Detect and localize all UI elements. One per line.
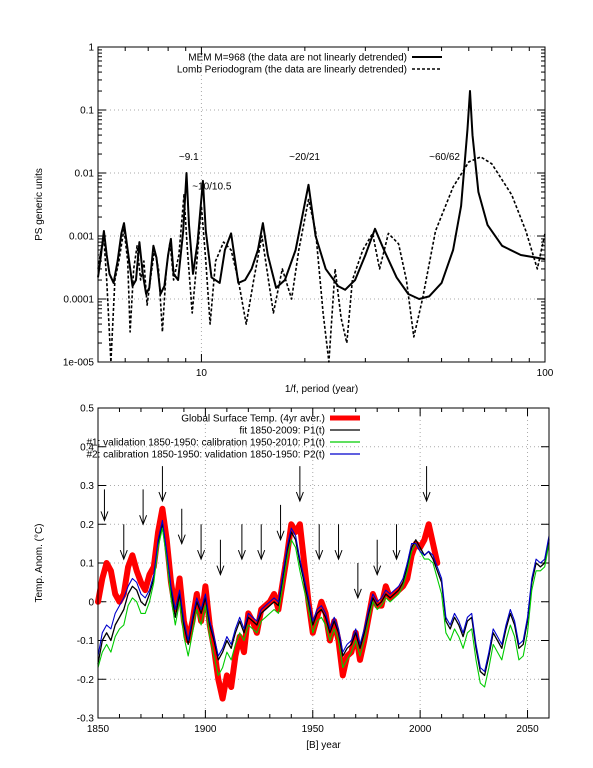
- arrow-head: [315, 549, 324, 561]
- y-tick-label: 0.3: [80, 481, 94, 492]
- annotation-label: ~60/62: [429, 152, 460, 163]
- legend-label: Global Surface Temp. (4yr aver.): [181, 414, 325, 425]
- arrow-head: [177, 534, 186, 546]
- x-tick-label: 2050: [516, 724, 539, 735]
- annotation-label: ~20/21: [289, 152, 320, 163]
- y-tick-label: 0.01: [75, 169, 95, 180]
- arrow-head: [373, 565, 382, 577]
- x-axis-label: [B] year: [306, 740, 341, 751]
- y-tick-label: -0.1: [77, 636, 95, 647]
- legend-label: #2: calibration 1850-1950: validation 18…: [87, 450, 326, 461]
- arrow-head: [353, 588, 362, 600]
- y-tick-label: 0.1: [80, 559, 94, 570]
- arrow-head: [216, 565, 225, 577]
- series-line-lomb: [97, 156, 546, 363]
- plot-frame: [97, 46, 546, 363]
- annotation-label: ~10/10.5: [192, 181, 232, 192]
- y-tick-label: 0.5: [80, 404, 94, 415]
- y-tick-label: 1e-005: [63, 358, 95, 369]
- arrow-head: [334, 549, 343, 561]
- legend-label: #1: validation 1850-1950: calibration 19…: [87, 438, 326, 449]
- x-tick-label: 1950: [302, 724, 325, 735]
- x-tick-label: 1900: [194, 724, 217, 735]
- arrow-head: [392, 549, 401, 561]
- y-tick-label: 1: [88, 43, 94, 54]
- y-tick-label: 0.2: [80, 520, 94, 531]
- arrow-head: [257, 549, 266, 561]
- arrow-head: [139, 515, 148, 526]
- arrow-head: [100, 511, 109, 522]
- arrow-head: [197, 549, 206, 561]
- x-tick-label: 100: [537, 368, 554, 379]
- y-tick-label: 0.1: [80, 106, 94, 117]
- temperature-anomaly-chart: 1850 1900 1950 2000 2050 -0.3 -0.2 -0.1 0 0.1 0.2 0…: [34, 404, 550, 751]
- arrow-head: [119, 549, 128, 561]
- calibration-2-line: [97, 519, 550, 673]
- x-axis-label: 1/f, period (year): [285, 384, 358, 395]
- power-spectrum-chart: 10 100 1e-005 0.0001 0.001 0.01 0.1 1 1/f, perio…: [34, 43, 554, 396]
- y-axis-label: PS generic units: [34, 168, 45, 241]
- legend-label: fit 1850-2009: P1(t): [239, 426, 325, 437]
- arrow-head: [422, 491, 431, 503]
- arrow-head: [237, 549, 246, 561]
- x-tick-label: 1850: [87, 724, 110, 735]
- y-tick-label: -0.2: [77, 675, 95, 686]
- arrow-head: [158, 491, 167, 503]
- x-tick-label: 10: [196, 368, 208, 379]
- y-axis-label: Temp. Anom. (°C): [34, 523, 45, 602]
- validation-1-line: [97, 527, 550, 688]
- y-tick-label: 0.0001: [63, 295, 94, 306]
- y-tick-label: 0: [88, 597, 94, 608]
- arrow-head: [295, 491, 304, 503]
- legend-label: MEM M=968 (the data are not linearly det…: [188, 53, 407, 64]
- x-tick-label: 2000: [409, 724, 432, 735]
- series-line-mem: [97, 90, 546, 300]
- y-tick-label: 0.4: [80, 442, 94, 453]
- legend-label: Lomb Periodogram (the data are linearly …: [177, 65, 407, 76]
- annotation-label: ~9.1: [179, 152, 199, 163]
- arrow-head: [276, 530, 285, 542]
- y-tick-label: 0.001: [69, 232, 94, 243]
- plot-frame: [97, 407, 550, 719]
- y-tick-label: -0.3: [77, 714, 95, 725]
